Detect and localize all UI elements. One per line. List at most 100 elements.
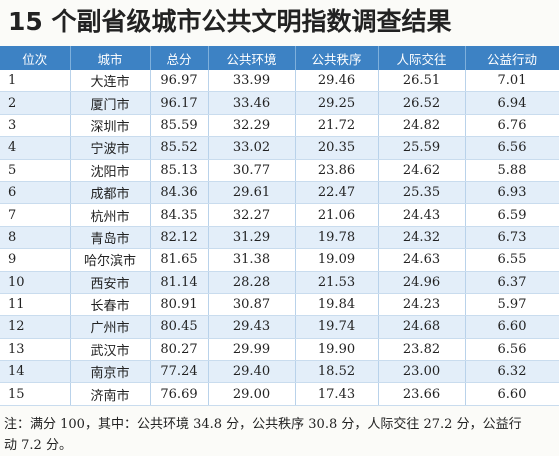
table-cell: 76.69 xyxy=(150,382,209,406)
table-row: 11 长春市 80.91 30.87 19.84 24.23 5.97 xyxy=(0,293,559,317)
table-cell: 30.87 xyxy=(208,293,296,317)
table-row: 12 广州市 80.45 29.43 19.74 24.68 6.60 xyxy=(0,315,559,339)
table-cell: 沈阳市 xyxy=(70,159,151,182)
table-cell: 31.29 xyxy=(208,226,296,250)
table-cell: 24.63 xyxy=(378,248,466,272)
table-cell: 19.09 xyxy=(295,248,379,272)
header-cell: 位次 xyxy=(0,46,71,70)
table-cell: 7.01 xyxy=(465,70,559,93)
table-cell: 85.52 xyxy=(150,136,209,160)
table-cell: 23.66 xyxy=(378,382,466,406)
header-cell: 公共秩序 xyxy=(295,46,379,70)
table-cell: 85.59 xyxy=(150,114,209,138)
table-cell: 21.53 xyxy=(295,271,379,294)
table-cell: 2 xyxy=(0,91,71,115)
table-cell: 6.56 xyxy=(465,136,559,160)
table-cell: 23.82 xyxy=(378,338,466,362)
table-cell: 5.88 xyxy=(465,159,559,182)
table-cell: 29.43 xyxy=(208,315,296,339)
table-cell: 24.43 xyxy=(378,203,466,227)
table-cell: 80.91 xyxy=(150,293,209,317)
table-row: 3 深圳市 85.59 32.29 21.72 24.82 6.76 xyxy=(0,114,559,138)
title: 15 个副省级城市公共文明指数调查结果 xyxy=(8,7,452,36)
table-cell: 26.52 xyxy=(378,91,466,115)
table-cell: 7 xyxy=(0,203,71,227)
table-row: 7 杭州市 84.35 32.27 21.06 24.43 6.59 xyxy=(0,203,559,227)
table-cell: 20.35 xyxy=(295,136,379,160)
table-cell: 6.37 xyxy=(465,271,559,294)
header-cell: 城市 xyxy=(70,46,151,70)
table-cell: 12 xyxy=(0,315,71,339)
table-cell: 23.86 xyxy=(295,159,379,182)
table-cell: 26.51 xyxy=(378,70,466,93)
table-cell: 6.94 xyxy=(465,91,559,115)
table-cell: 9 xyxy=(0,248,71,272)
table-cell: 济南市 xyxy=(70,382,151,406)
table-cell: 33.99 xyxy=(208,70,296,93)
page: 15 个副省级城市公共文明指数调查结果 位次 城市 总分 公共环境 公共秩序 人际交往 公益… xyxy=(0,7,559,453)
table-cell: 31.38 xyxy=(208,248,296,272)
table-cell: 24.96 xyxy=(378,271,466,294)
table-cell: 96.97 xyxy=(150,70,209,93)
table-cell: 3 xyxy=(0,114,71,138)
table-cell: 21.72 xyxy=(295,114,379,138)
table-cell: 6.55 xyxy=(465,248,559,272)
table-cell: 13 xyxy=(0,338,71,362)
table-cell: 武汉市 xyxy=(70,338,151,362)
table-cell: 84.35 xyxy=(150,203,209,227)
table-row: 2 厦门市 96.17 33.46 29.25 26.52 6.94 xyxy=(0,91,559,115)
table-cell: 24.68 xyxy=(378,315,466,339)
table-cell: 24.82 xyxy=(378,114,466,138)
table-cell: 33.46 xyxy=(208,91,296,115)
table-row: 1 大连市 96.97 33.99 29.46 26.51 7.01 xyxy=(0,70,559,93)
table-cell: 8 xyxy=(0,226,71,250)
table-cell: 32.27 xyxy=(208,203,296,227)
table-cell: 32.29 xyxy=(208,114,296,138)
table-cell: 1 xyxy=(0,70,71,93)
table-cell: 6.32 xyxy=(465,360,559,384)
table-cell: 南京市 xyxy=(70,360,151,384)
table-cell: 96.17 xyxy=(150,91,209,115)
header-cell: 人际交往 xyxy=(378,46,466,70)
table-row: 15 济南市 76.69 29.00 17.43 23.66 6.60 xyxy=(0,382,559,406)
table-cell: 29.40 xyxy=(208,360,296,384)
table-cell: 80.45 xyxy=(150,315,209,339)
table-cell: 6.56 xyxy=(465,338,559,362)
table-cell: 85.13 xyxy=(150,159,209,182)
table-cell: 21.06 xyxy=(295,203,379,227)
table-cell: 6.73 xyxy=(465,226,559,250)
table-cell: 24.23 xyxy=(378,293,466,317)
table-cell: 哈尔滨市 xyxy=(70,248,151,272)
table-row: 4 宁波市 85.52 33.02 20.35 25.59 6.56 xyxy=(0,136,559,160)
table-cell: 25.35 xyxy=(378,181,466,205)
table-cell: 29.46 xyxy=(295,70,379,93)
table-cell: 82.12 xyxy=(150,226,209,250)
table-cell: 5.97 xyxy=(465,293,559,317)
table-cell: 15 xyxy=(0,382,71,406)
header-cell: 总分 xyxy=(150,46,209,70)
table-cell: 19.84 xyxy=(295,293,379,317)
table-cell: 29.00 xyxy=(208,382,296,406)
table-cell: 33.02 xyxy=(208,136,296,160)
table-cell: 84.36 xyxy=(150,181,209,205)
table-cell: 24.62 xyxy=(378,159,466,182)
table-cell: 青岛市 xyxy=(70,226,151,250)
table-row: 5 沈阳市 85.13 30.77 23.86 24.62 5.88 xyxy=(0,159,559,182)
footnote: 注：满分 100，其中：公共环境 34.8 分，公共秩序 30.8 分，人际交往… xyxy=(4,416,522,453)
table-cell: 29.99 xyxy=(208,338,296,362)
table-cell: 4 xyxy=(0,136,71,160)
table-cell: 厦门市 xyxy=(70,91,151,115)
table-cell: 29.61 xyxy=(208,181,296,205)
table-row: 9 哈尔滨市 81.65 31.38 19.09 24.63 6.55 xyxy=(0,248,559,272)
table-cell: 24.32 xyxy=(378,226,466,250)
header-cell: 公共环境 xyxy=(208,46,296,70)
table-cell: 成都市 xyxy=(70,181,151,205)
table-cell: 杭州市 xyxy=(70,203,151,227)
header-cell: 公益行动 xyxy=(465,46,559,70)
table-cell: 23.00 xyxy=(378,360,466,384)
table-cell: 19.74 xyxy=(295,315,379,339)
table-cell: 6.59 xyxy=(465,203,559,227)
table-cell: 6.93 xyxy=(465,181,559,205)
table-cell: 77.24 xyxy=(150,360,209,384)
header-row: 位次 城市 总分 公共环境 公共秩序 人际交往 公益行动 xyxy=(0,46,559,70)
